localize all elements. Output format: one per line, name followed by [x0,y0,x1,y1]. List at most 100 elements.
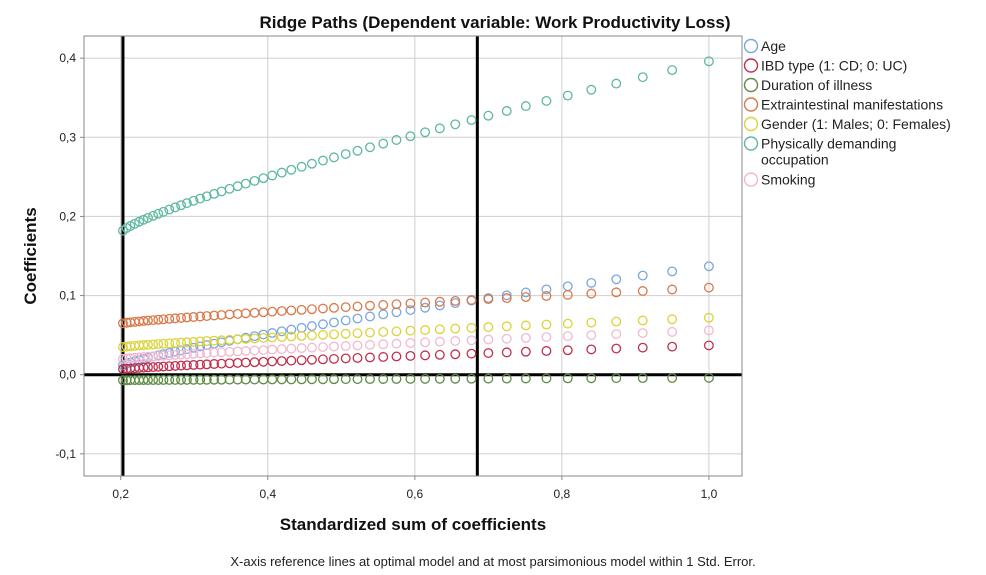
legend-label: Physically demanding occupation [761,136,896,168]
data-point [317,374,328,385]
data-point [158,338,169,349]
data-point [434,296,445,307]
data-point [541,373,552,384]
data-point [170,202,181,213]
data-point [420,297,431,308]
data-point [562,318,573,329]
data-point [153,208,164,219]
data-point [611,329,622,340]
data-point [232,334,243,345]
data-point [188,348,199,359]
y-axis-title: Coefficients [21,207,40,304]
data-point [703,282,714,293]
data-point [258,374,269,385]
data-point [405,338,416,348]
y-axis-ticks: -0,1 0,0 0,1 0,2 0,3 0,4 [55,51,84,461]
data-point [703,312,714,323]
legend-item: Duration of illness [743,77,872,93]
data-point [637,270,648,281]
data-point [129,218,140,229]
data-point [224,183,235,194]
data-point [148,339,159,350]
legend-item: IBD type (1: CD; 0: UC) [743,58,907,74]
data-point [276,167,287,178]
data-point [209,335,220,346]
data-point [378,309,389,320]
data-point [562,345,573,356]
data-point [170,350,181,360]
data-point [249,345,260,356]
data-point [153,339,164,350]
data-point [188,312,199,322]
x-tick-label: 0,2 [112,487,129,501]
legend-marker [743,172,759,187]
data-point [267,170,278,181]
data-point [483,294,494,305]
data-point [667,373,678,383]
data-point [703,56,714,67]
data-point [340,149,351,159]
data-point [352,328,363,339]
data-point [501,321,512,332]
data-point [541,319,552,330]
data-point [258,173,269,184]
data-point [276,356,287,366]
data-point [667,314,678,325]
data-point [143,375,153,386]
data-point [420,373,431,384]
data-point [501,373,512,384]
data-point [340,315,351,326]
data-point [611,287,622,298]
data-point [405,305,416,315]
data-point [586,330,597,341]
data-point [118,375,128,386]
data-point [365,142,375,153]
data-point [306,304,317,315]
legend-label: Extraintestinal manifestations [761,97,943,113]
data-point [181,344,192,355]
data-point [240,308,251,319]
data-point [153,351,164,361]
data-point [611,78,622,89]
data-point [329,329,339,340]
data-point [329,374,339,385]
data-point [176,200,186,211]
data-point [391,351,402,362]
data-point [176,312,186,323]
data-point [224,374,235,385]
data-point [153,361,164,372]
data-point [317,329,328,340]
data-point [286,164,297,175]
data-point [181,360,192,371]
data-point [209,310,220,321]
data-point [365,327,375,338]
data-point [667,65,678,76]
data-point [450,323,461,334]
data-points [118,56,714,386]
data-point [170,338,181,348]
data-point [352,145,363,156]
legend-item: Extraintestinal manifestations [743,97,943,113]
data-point [258,345,269,355]
data-point [329,353,339,364]
data-point [703,325,714,336]
data-point [306,374,317,385]
data-point [434,324,445,335]
data-point [667,284,678,295]
x-tick-label: 0,6 [406,487,423,501]
data-point [240,374,251,385]
data-point [420,302,431,313]
data-point [170,374,181,385]
data-point [637,373,648,384]
data-point [562,373,573,384]
x-tick-label: 0,8 [554,487,571,501]
data-point [637,342,648,353]
data-point [520,292,531,303]
data-point [158,375,169,385]
data-point [296,355,307,366]
data-point [188,360,199,370]
data-point [391,299,402,310]
data-point [520,373,531,384]
legend-item: Gender (1: Males; 0: Females) [743,116,951,132]
data-point [276,332,287,342]
